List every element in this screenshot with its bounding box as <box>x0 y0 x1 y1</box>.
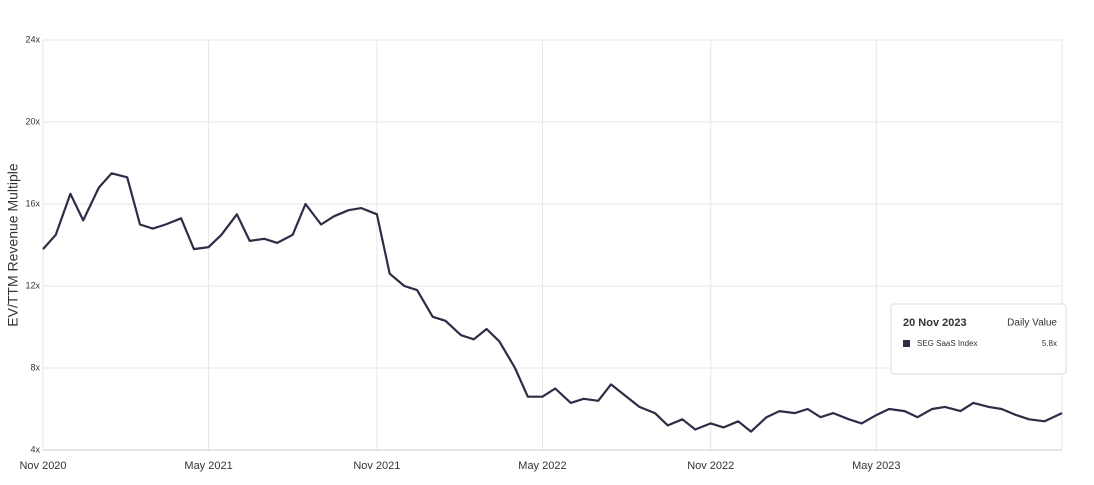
x-tick-label: May 2021 <box>184 460 232 472</box>
y-tick-label: 16x <box>25 198 40 208</box>
tooltip-value: 5.8x <box>1042 339 1057 348</box>
tooltip-header: Daily Value <box>1007 318 1057 329</box>
x-tick-label: Nov 2021 <box>353 460 400 472</box>
x-tick-label: Nov 2022 <box>687 460 734 472</box>
y-tick-label: 8x <box>30 362 40 372</box>
tooltip-date: 20 Nov 2023 <box>903 317 967 329</box>
y-axis-label: EV/TTM Revenue Multiple <box>5 163 21 327</box>
y-tick-label: 12x <box>25 280 40 290</box>
series-line <box>42 172 1063 433</box>
y-tick-label: 20x <box>25 116 40 126</box>
legend-swatch <box>903 340 910 347</box>
y-tick-label: 4x <box>30 444 40 454</box>
tooltip-series: SEG SaaS Index <box>917 339 977 348</box>
x-tick-label: May 2022 <box>518 460 566 472</box>
x-tick-label: Nov 2020 <box>19 460 66 472</box>
y-tick-label: 24x <box>25 34 40 44</box>
x-tick-label: May 2023 <box>852 460 900 472</box>
tooltip: 20 Nov 2023 Daily Value SEG SaaS Index 5.8x <box>890 303 1067 375</box>
tooltip-box <box>890 303 1067 375</box>
